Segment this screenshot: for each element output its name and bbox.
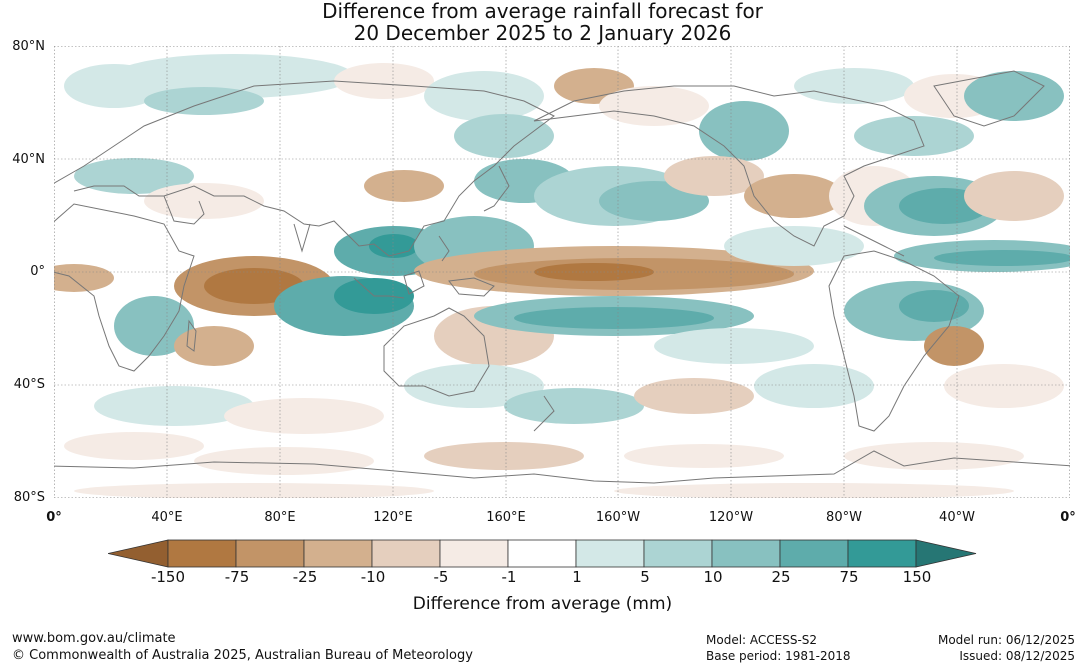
colorbar-segment — [167, 539, 237, 568]
lon-label-120e: 120°E — [373, 510, 413, 525]
footer-model-run: Model run: 06/12/2025 — [937, 633, 1075, 647]
lon-label-160e: 160°E — [486, 510, 526, 525]
colorbar-tick-label: -1 — [501, 568, 517, 586]
colorbar-segment — [779, 539, 849, 568]
colorbar-segment — [235, 539, 305, 568]
map-canvas — [54, 46, 1070, 498]
lon-label-0-right: 0° — [1060, 510, 1076, 525]
graticule — [54, 46, 1070, 498]
colorbar-tick-label: 75 — [839, 568, 859, 586]
colorbar-tick-label: -25 — [292, 568, 318, 586]
colorbar-extend-high — [915, 539, 977, 568]
colorbar-segment — [303, 539, 373, 568]
colorbar-segment — [847, 539, 917, 568]
colorbar-tick-label: 5 — [640, 568, 650, 586]
colorbar-tick-label: -75 — [224, 568, 250, 586]
lat-label-equator: 0° — [30, 264, 45, 279]
colorbar-tick-label: 25 — [771, 568, 791, 586]
colorbar-extend-low — [108, 539, 169, 568]
lon-label-80w: 80°W — [826, 510, 862, 525]
colorbar-tick-label: 1 — [572, 568, 582, 586]
lat-label-80n: 80°N — [12, 39, 45, 54]
colorbar-segment — [643, 539, 713, 568]
footer-copyright: © Commonwealth of Australia 2025, Austra… — [12, 648, 473, 663]
footer-model: Model: ACCESS-S2 — [706, 633, 818, 647]
lat-label-40n: 40°N — [12, 152, 45, 167]
colorbar-segment — [575, 539, 645, 568]
lat-label-40s: 40°S — [13, 377, 45, 392]
colorbar-tick-label: -10 — [360, 568, 386, 586]
footer-issued: Issued: 08/12/2025 — [959, 649, 1075, 663]
colorbar-tick-label: 150 — [902, 568, 932, 586]
lon-label-80e: 80°E — [264, 510, 296, 525]
lon-label-160w: 160°W — [595, 510, 641, 525]
map-title-line-2: 20 December 2025 to 2 January 2026 — [353, 21, 732, 45]
lon-label-0-left: 0° — [46, 510, 62, 525]
lon-label-40w: 40°W — [939, 510, 975, 525]
footer-base-period: Base period: 1981-2018 — [706, 649, 851, 663]
anomaly-fields — [54, 54, 1070, 498]
colorbar — [108, 539, 977, 568]
colorbar-segment — [371, 539, 441, 568]
coastlines — [54, 70, 1070, 484]
footer-website: www.bom.gov.au/climate — [12, 631, 176, 646]
colorbar-segment — [507, 539, 577, 568]
lon-label-40e: 40°E — [151, 510, 183, 525]
colorbar-tick-label: 10 — [703, 568, 723, 586]
colorbar-segment — [711, 539, 781, 568]
colorbar-tick-label: -5 — [433, 568, 449, 586]
colorbar-title: Difference from average (mm) — [412, 594, 673, 614]
map-title-line-1: Difference from average rainfall forecas… — [322, 0, 763, 23]
lon-label-120w: 120°W — [708, 510, 754, 525]
lat-label-80s: 80°S — [13, 490, 45, 505]
rainfall-anomaly-map — [54, 46, 1070, 498]
colorbar-tick-label: -150 — [150, 568, 186, 586]
colorbar-segment — [439, 539, 509, 568]
